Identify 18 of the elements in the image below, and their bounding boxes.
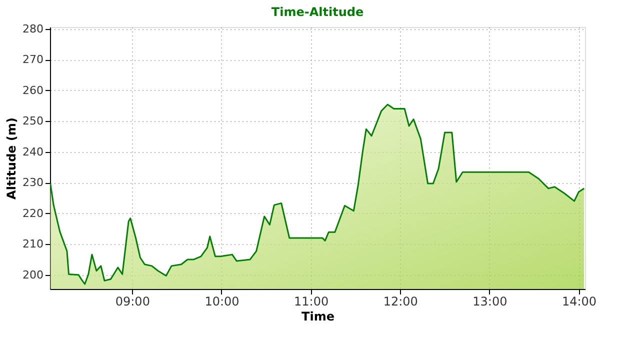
x-axis-title: Time — [302, 310, 334, 324]
y-tick-label: 260 — [22, 84, 44, 97]
y-tick-label: 210 — [22, 238, 44, 251]
x-tick-label: 10:00 — [204, 294, 240, 308]
x-tick-label: 09:00 — [115, 294, 150, 308]
y-tick-label: 220 — [22, 206, 44, 220]
y-tick-label: 240 — [22, 145, 44, 158]
y-tick-label: 200 — [22, 268, 44, 282]
y-tick-label: 230 — [22, 176, 44, 190]
y-tick-label: 280 — [22, 22, 44, 36]
x-tick-label: 11:00 — [294, 294, 329, 308]
y-axis-title: Altitude (m) — [4, 118, 19, 200]
x-tick-label: 12:00 — [383, 294, 418, 308]
x-tick-label: 13:00 — [472, 294, 508, 308]
chart-title: Time-Altitude — [271, 4, 364, 19]
y-tick-label: 250 — [22, 114, 44, 128]
y-tick-label: 270 — [22, 53, 44, 66]
x-tick-label: 14:00 — [562, 294, 597, 308]
